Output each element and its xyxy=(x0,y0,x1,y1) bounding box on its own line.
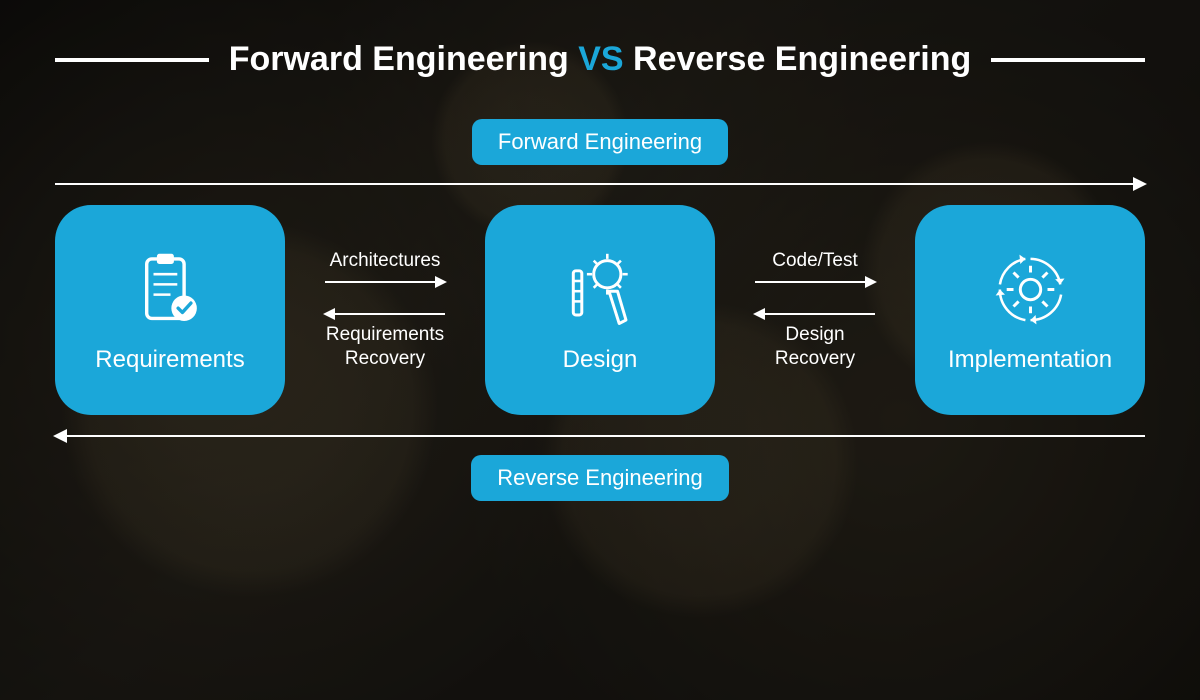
edge-codetest-label: Code/Test xyxy=(772,249,858,273)
reverse-pill-wrap: Reverse Engineering xyxy=(55,455,1145,501)
edge-design-recovery-label: Design Recovery xyxy=(775,323,855,371)
title-right: Reverse Engineering xyxy=(633,40,971,78)
arrow-req-to-design xyxy=(325,281,445,283)
between-design-impl: Code/Test Design Recovery xyxy=(715,249,915,370)
node-design-label: Design xyxy=(563,346,638,374)
reverse-long-arrow xyxy=(55,435,1145,437)
arrow-design-to-impl xyxy=(755,281,875,283)
forward-engineering-pill: Forward Engineering xyxy=(472,119,728,165)
design-tools-icon xyxy=(558,247,643,332)
node-requirements: Requirements xyxy=(55,205,285,415)
title-row: Forward Engineering VS Reverse Engineeri… xyxy=(55,40,1145,79)
title-vs: VS xyxy=(578,40,623,78)
clipboard-check-icon xyxy=(128,247,213,332)
page-title: Forward Engineering VS Reverse Engineeri… xyxy=(229,40,972,79)
reverse-engineering-pill: Reverse Engineering xyxy=(471,455,728,501)
title-rule-right xyxy=(991,58,1145,62)
edge-req-recovery-label: Requirements Recovery xyxy=(326,323,444,371)
arrow-impl-to-design xyxy=(755,313,875,315)
diagram-content: Forward Engineering VS Reverse Engineeri… xyxy=(0,0,1200,700)
edge-architectures-label: Architectures xyxy=(330,249,441,273)
forward-pill-wrap: Forward Engineering xyxy=(55,119,1145,165)
node-implementation: Implementation xyxy=(915,205,1145,415)
node-design: Design xyxy=(485,205,715,415)
gear-cycle-icon xyxy=(988,247,1073,332)
node-requirements-label: Requirements xyxy=(95,346,244,374)
nodes-row: Requirements Architectures Requirements … xyxy=(55,205,1145,415)
title-rule-left xyxy=(55,58,209,62)
forward-long-arrow xyxy=(55,183,1145,185)
between-req-design: Architectures Requirements Recovery xyxy=(285,249,485,370)
title-left: Forward Engineering xyxy=(229,40,569,78)
arrow-design-to-req xyxy=(325,313,445,315)
node-implementation-label: Implementation xyxy=(948,346,1112,374)
